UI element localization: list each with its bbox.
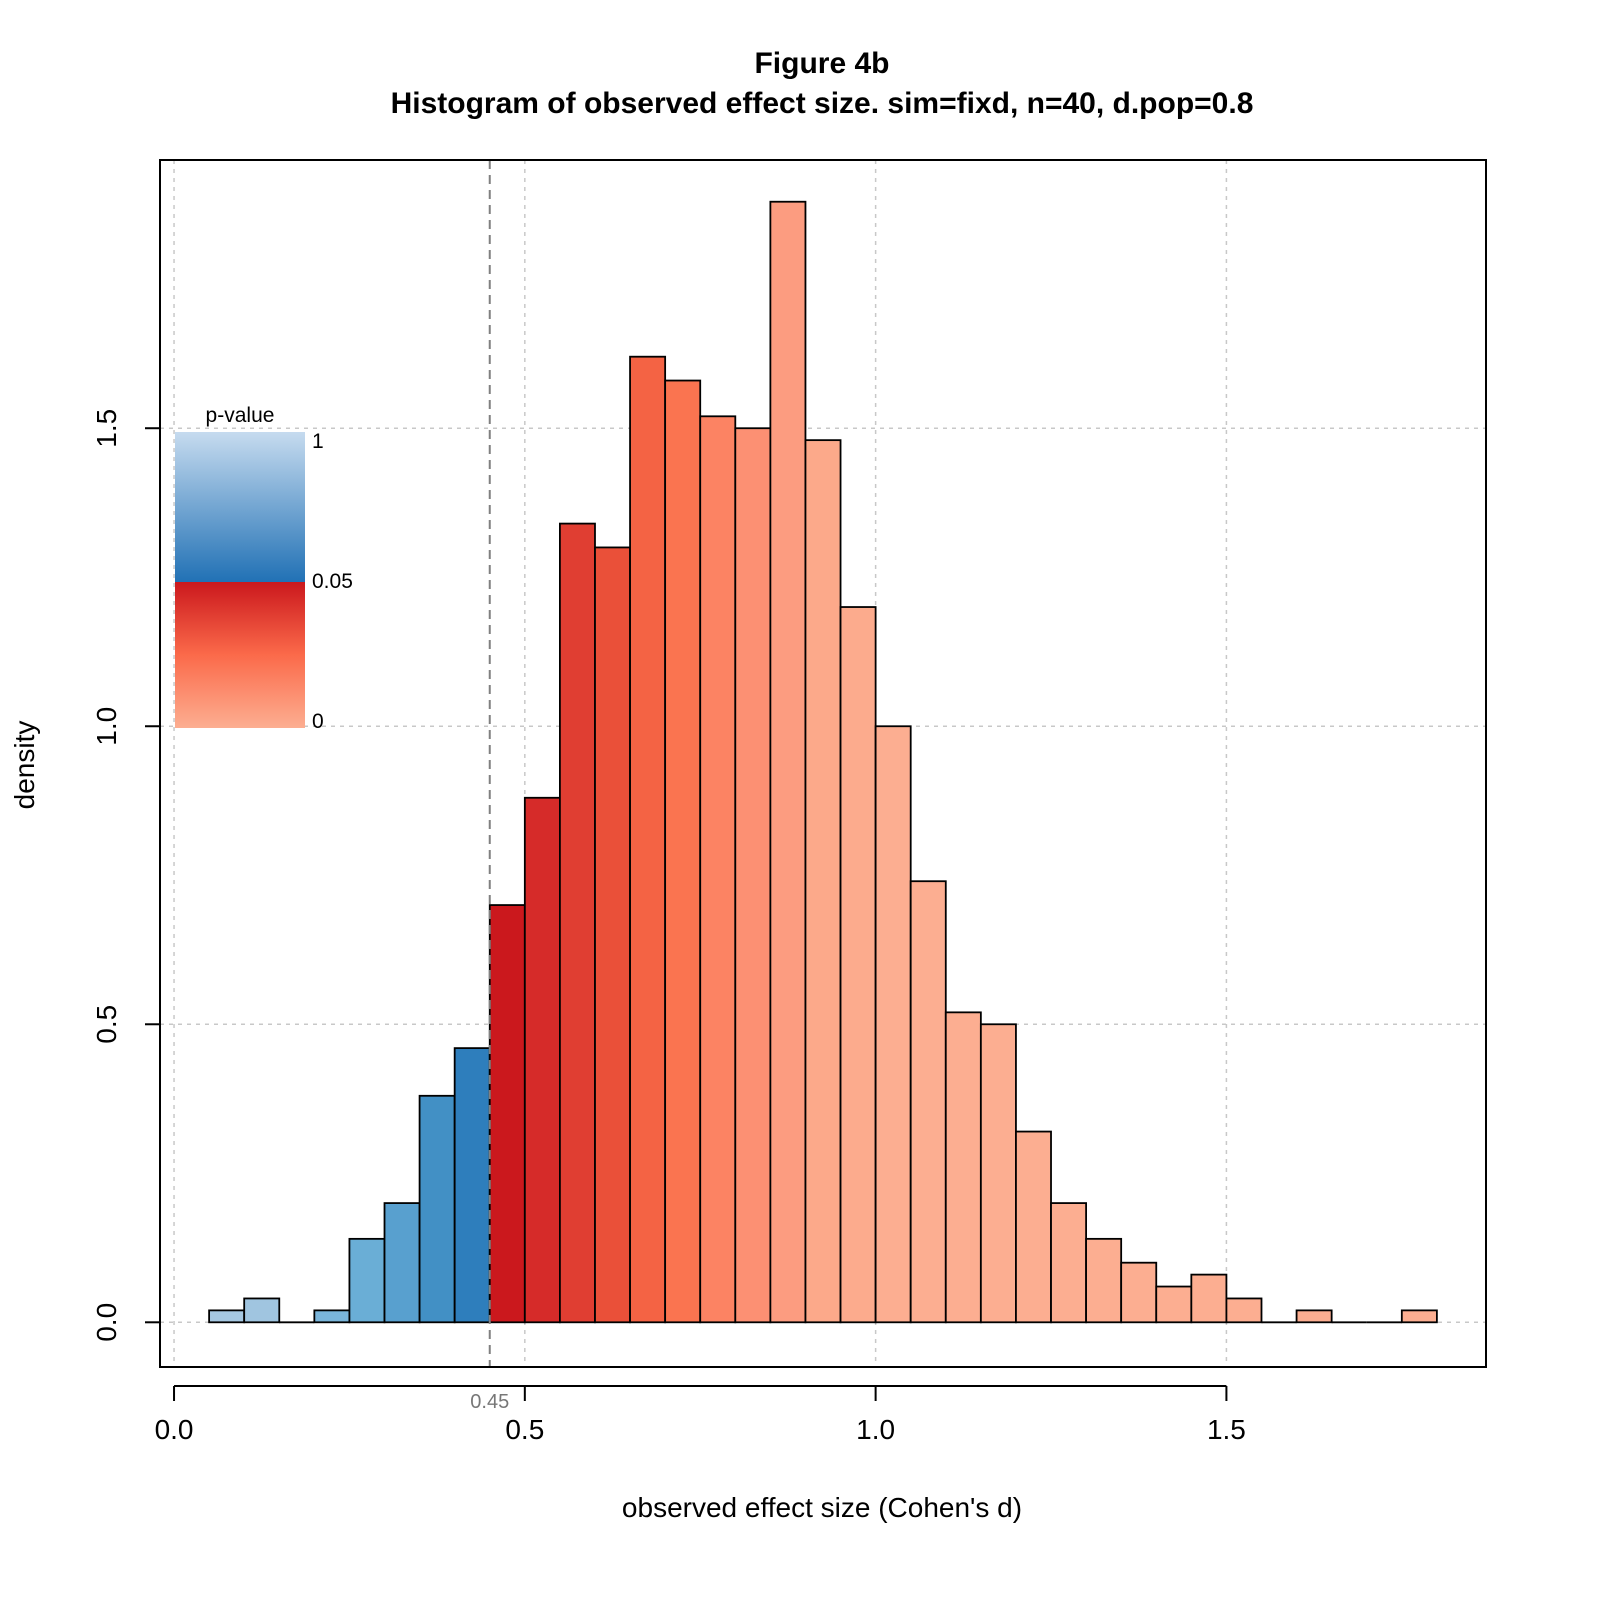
legend-label-mid: 0.05 [312,570,353,593]
histogram-bar [348,1237,386,1324]
histogram-bar [839,606,877,1324]
histogram-bars [208,200,1438,1324]
histogram-bar [418,1094,456,1324]
histogram-bar [383,1202,421,1324]
histogram-bar [1155,1285,1193,1324]
histogram-bar [874,725,912,1324]
x-tick-label: 0.5 [505,1414,544,1445]
histogram-bar [1295,1309,1333,1324]
histogram-bar [594,546,631,1324]
histogram-bar [1400,1309,1438,1324]
histogram-bar [313,1309,351,1324]
histogram-bar [944,1011,982,1324]
histogram-bar [1190,1273,1228,1324]
p-value-legend: p-value 1 0.05 0 [175,404,353,733]
legend-title: p-value [206,404,275,427]
reference-line-group: 0.45 [470,160,509,1413]
histogram-bar [243,1297,281,1324]
x-tick-label: 1.0 [856,1414,895,1445]
x-axis: 0.0 0.5 1.0 1.5 [155,1385,1246,1445]
histogram-bar [1120,1261,1158,1324]
x-tick-label: 0.0 [155,1414,194,1445]
legend-label-bottom: 0 [312,710,324,733]
legend-label-top: 1 [312,430,324,453]
y-tick-label: 0.0 [91,1303,122,1342]
histogram-bar [804,439,842,1324]
histogram-bar [208,1309,246,1324]
histogram-bar [559,522,596,1324]
reference-line-label: 0.45 [470,1391,509,1413]
histogram-bar [1085,1237,1123,1324]
y-tick-label: 0.5 [91,1005,122,1044]
histogram-bar [734,427,772,1324]
histogram-bar [488,904,526,1324]
histogram-bar [664,379,702,1324]
y-axis: 0.0 0.5 1.0 1.5 [91,409,161,1342]
y-tick-label: 1.5 [91,409,122,448]
legend-gradient-blue [175,432,305,582]
histogram-bar [699,415,737,1324]
histogram-bar [523,796,561,1324]
histogram-bar [909,880,947,1324]
chart-title: Figure 4b [754,47,889,80]
histogram-bar [1225,1297,1263,1324]
x-tick-label: 1.5 [1207,1414,1246,1445]
histogram-bar [629,355,667,1324]
chart-subtitle: Histogram of observed effect size. sim=f… [391,87,1254,120]
histogram-bar [769,200,807,1324]
x-axis-label: observed effect size (Cohen's d) [622,1492,1022,1523]
histogram-bar [1015,1130,1052,1324]
histogram-bar [453,1047,491,1324]
y-tick-label: 1.0 [91,707,122,746]
legend-gradient-red [175,582,305,728]
y-axis-label: density [9,721,40,810]
histogram-bar [979,1023,1017,1324]
histogram-bar [1050,1202,1087,1324]
